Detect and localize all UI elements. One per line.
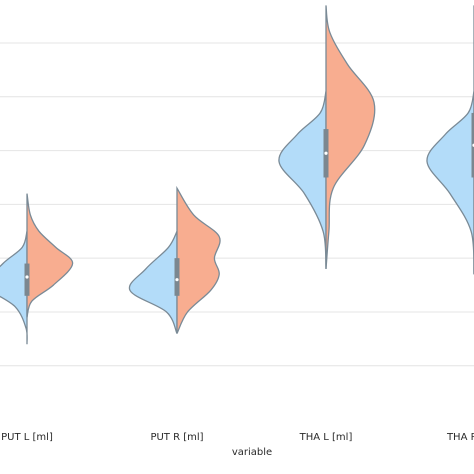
violin-left-half bbox=[128, 231, 178, 334]
x-tick-label: PUT L [ml] bbox=[1, 432, 53, 443]
violin-left-half bbox=[278, 91, 327, 269]
x-tick-label: THA R [ml] bbox=[446, 432, 474, 443]
gridlines bbox=[0, 42, 474, 367]
violin-box bbox=[174, 258, 180, 296]
violin-median-point bbox=[175, 278, 179, 282]
x-tick-label: THA L [ml] bbox=[299, 432, 353, 443]
x-axis-tick-labels: PUT L [ml] PUT R [ml] THA L [ml] THA R [ml] bbox=[1, 432, 474, 443]
violin-4 bbox=[426, 5, 474, 275]
violin-median-point bbox=[324, 151, 328, 155]
violin-1 bbox=[0, 193, 74, 345]
violin-right-half bbox=[26, 193, 74, 318]
violin-right-half bbox=[325, 5, 376, 269]
violin-plots bbox=[0, 5, 474, 345]
violin-3 bbox=[278, 5, 376, 269]
violin-right-half bbox=[176, 185, 221, 334]
violin-2 bbox=[128, 185, 221, 334]
violin-box bbox=[24, 263, 30, 296]
violin-left-half bbox=[426, 91, 474, 275]
violin-median-point bbox=[25, 275, 29, 279]
x-axis-label: variable bbox=[232, 447, 272, 458]
x-tick-label: PUT R [ml] bbox=[150, 432, 203, 443]
violin-left-half bbox=[0, 231, 28, 345]
